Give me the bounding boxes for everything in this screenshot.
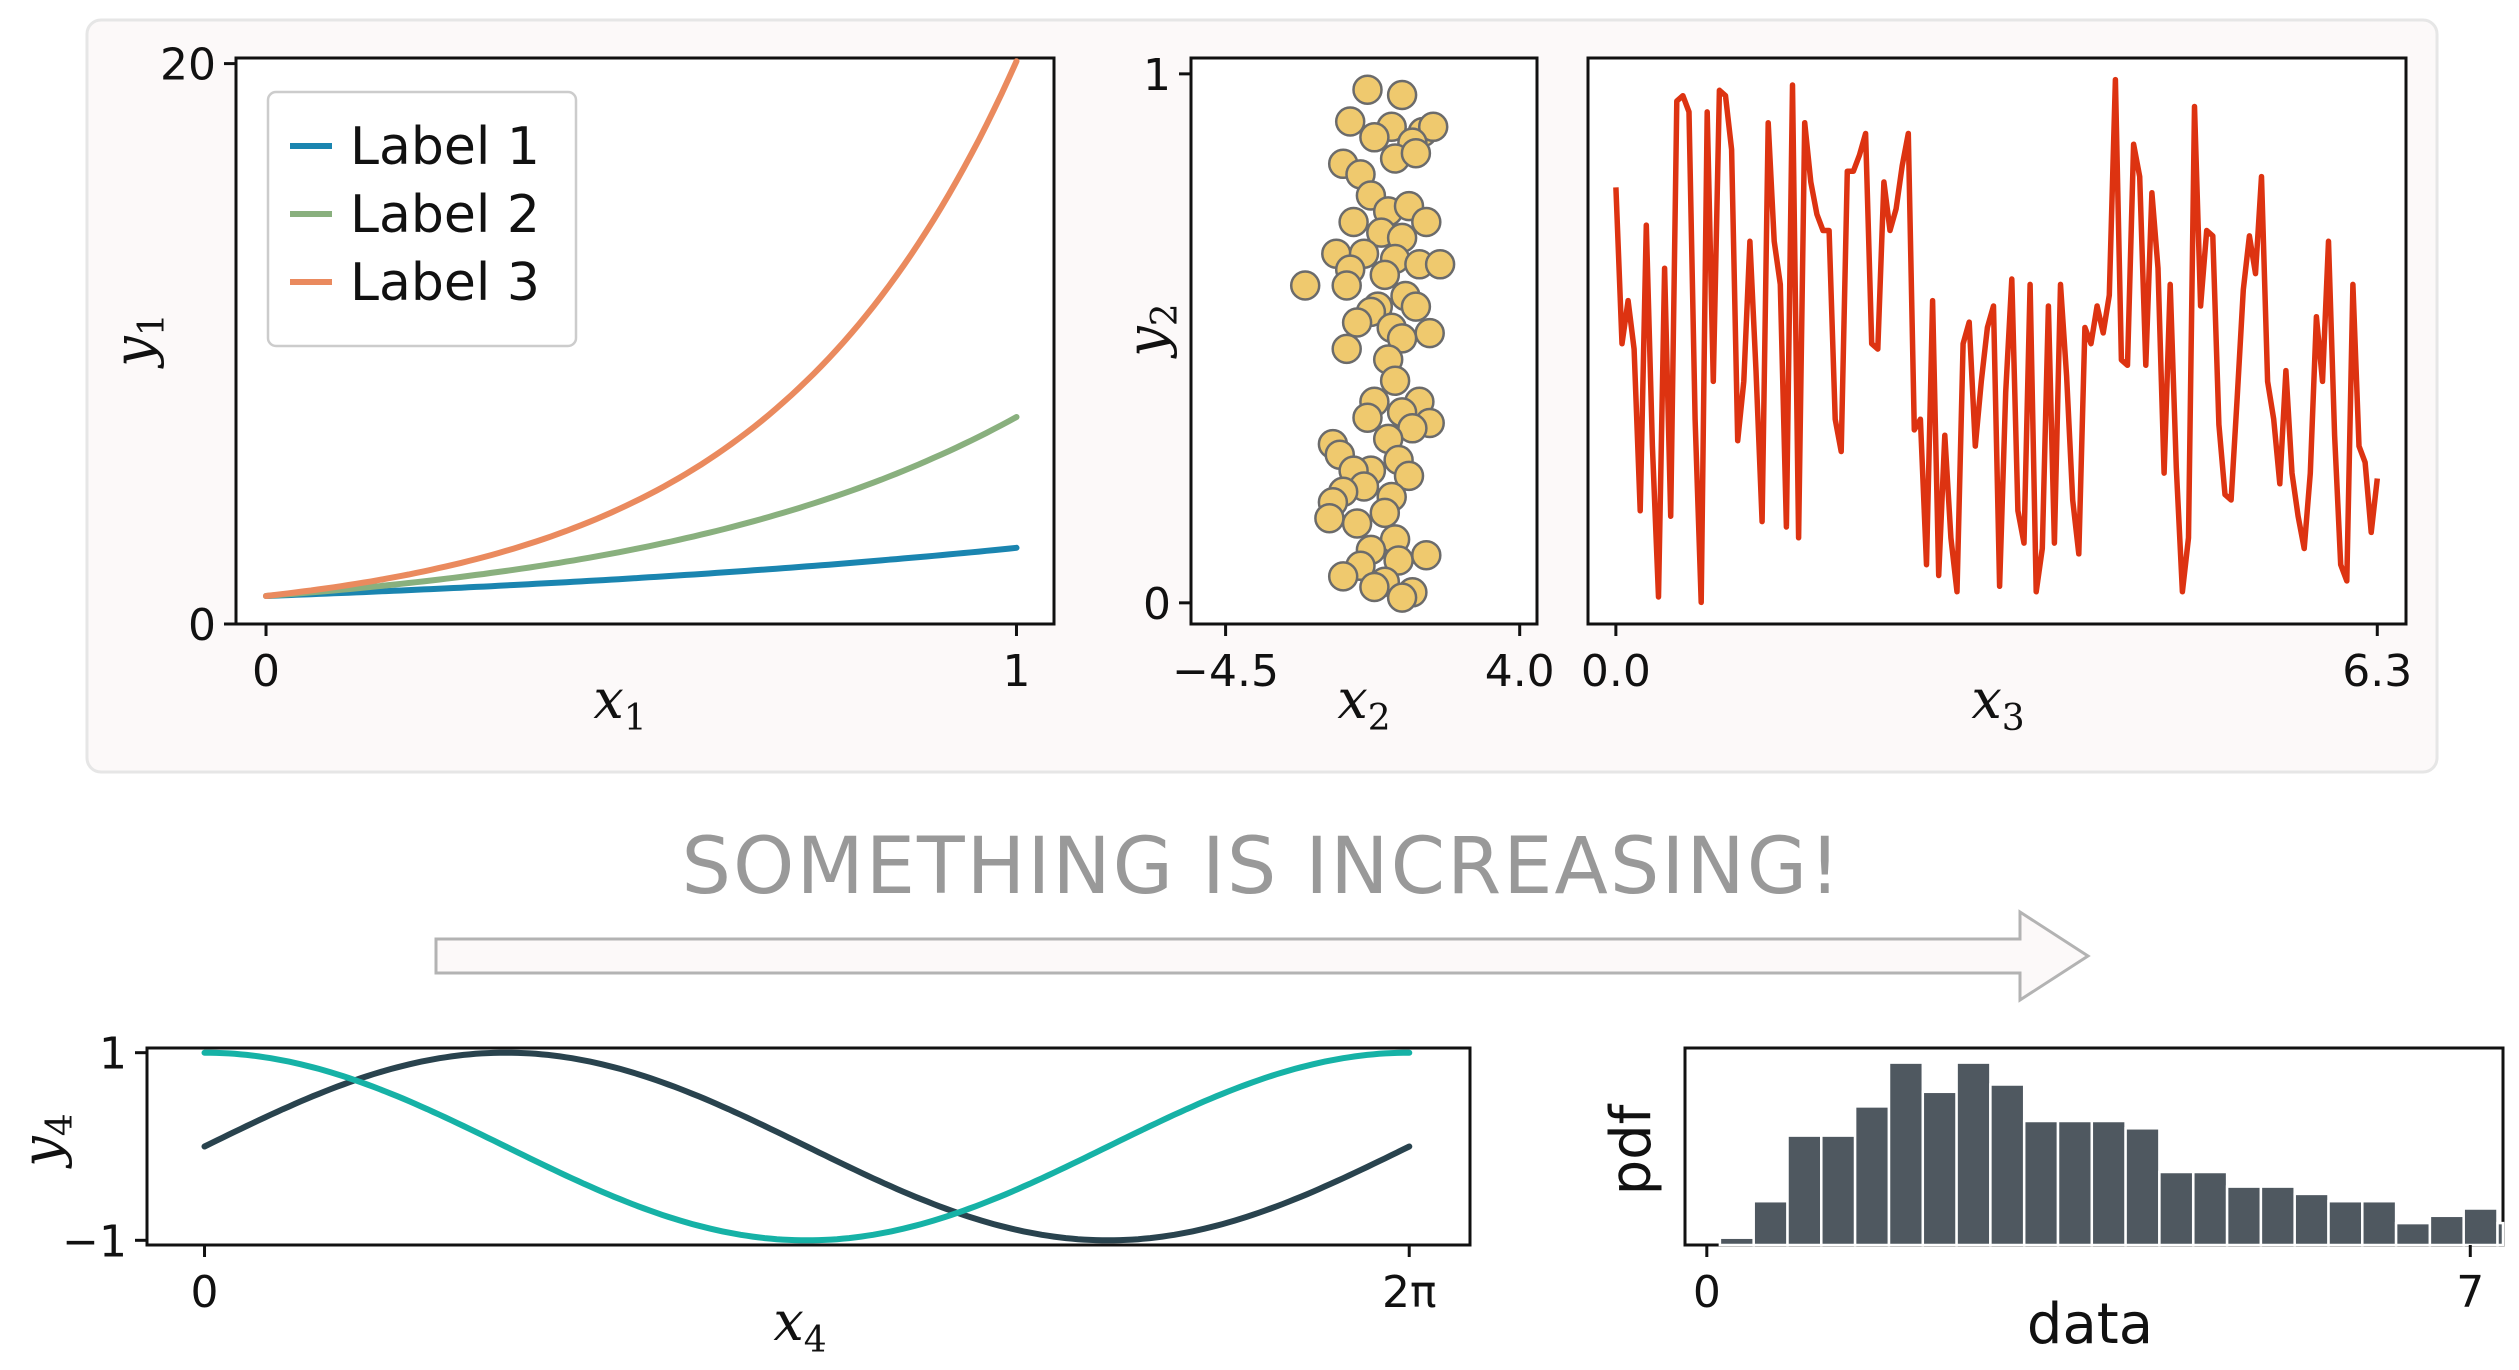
noise-line-chart: 0.0 6.3 x3	[1581, 56, 2412, 739]
scatter-x-axis-label: x2	[1337, 668, 1390, 739]
scatter-x-tick-label: −4.5	[1172, 646, 1279, 697]
scatter-point	[1379, 365, 1411, 396]
hist-bar	[2496, 1221, 2505, 1247]
scatter-point	[1369, 259, 1401, 291]
hist-bar	[2022, 1119, 2060, 1247]
exp-y-axis-label: y1	[102, 313, 173, 368]
trig-y-tick-label: −1	[62, 1216, 127, 1267]
scatter-point	[1341, 508, 1373, 539]
trig-y-axis-label: y4	[10, 1113, 81, 1168]
exp-series-line	[263, 414, 1020, 599]
legend-label: Label 3	[350, 253, 540, 313]
scatter-y-axis-label: y2	[1115, 303, 1186, 358]
scatter-point	[1393, 460, 1425, 492]
hist-x-tick-label: 7	[2456, 1267, 2484, 1318]
hist-bar	[1786, 1134, 1823, 1247]
scatter-point	[1386, 79, 1418, 111]
scatter-y-tick-label: 1	[1143, 50, 1171, 101]
scatter-point	[1352, 74, 1383, 105]
exp-x-axis-label: x1	[593, 668, 646, 739]
hist-bar	[2192, 1170, 2229, 1247]
scatter-point	[1359, 571, 1390, 603]
scatter-point	[1331, 333, 1362, 365]
trig-y-tick-label: 1	[99, 1029, 127, 1080]
hist-bar	[1955, 1061, 1992, 1247]
scatter-point	[1331, 270, 1362, 301]
scatter-point	[1414, 317, 1445, 349]
scatter-point	[1411, 206, 1442, 238]
trig-x-tick-label: 2π	[1382, 1267, 1436, 1318]
scatter-point	[1400, 137, 1432, 169]
hist-bar	[1752, 1199, 1789, 1247]
scatter-point	[1386, 582, 1418, 613]
hist-x-tick-label: 0	[1693, 1267, 1721, 1318]
noise-x-tick-label: 6.3	[2342, 646, 2412, 697]
scatter-point	[1352, 402, 1383, 433]
scatter-point	[1400, 291, 1432, 322]
hist-bar	[1718, 1236, 1755, 1247]
exp-series-line	[263, 544, 1020, 599]
hist-bar	[1820, 1134, 1857, 1247]
scatter-point	[1369, 497, 1401, 529]
hist-bar	[2259, 1185, 2296, 1247]
hist-bar	[2124, 1127, 2161, 1247]
scatter-point	[1327, 561, 1359, 592]
hist-bar	[2225, 1185, 2263, 1247]
hist-bar	[2056, 1119, 2094, 1247]
banner-title: SOMETHING IS INCREASING!	[682, 822, 1843, 912]
scatter-point	[1359, 122, 1390, 153]
noise-series-line	[1613, 76, 2381, 606]
trig-x-axis-label: x4	[773, 1290, 826, 1361]
hist-bar	[1921, 1090, 1958, 1247]
hist-bar	[1887, 1061, 1925, 1247]
scatter-x-tick-label: 4.0	[1485, 646, 1555, 697]
hist-x-axis-label: data	[2027, 1292, 2153, 1357]
noise-x-tick-label: 0.0	[1581, 646, 1651, 697]
hist-bar	[2293, 1192, 2330, 1247]
trig-x-tick-label: 0	[191, 1267, 219, 1318]
scatter-point	[1341, 307, 1373, 338]
hist-bar	[2090, 1119, 2127, 1247]
hist-bar	[2158, 1170, 2195, 1247]
scatter-point	[1424, 249, 1456, 280]
trig-sin-line	[201, 1049, 1413, 1244]
histogram-chart: 0 7 data pdf	[1599, 1046, 2505, 1357]
exp-y-tick-label: 0	[188, 600, 216, 651]
hist-bar	[2428, 1214, 2465, 1247]
scatter-point	[1411, 539, 1442, 571]
exp-series-line	[263, 58, 1020, 599]
exp-legend: Label 1 Label 2 Label 3	[266, 90, 578, 348]
hist-bar	[1989, 1083, 2026, 1247]
scatter-point	[1334, 106, 1366, 137]
legend-label: Label 1	[350, 117, 540, 177]
scatter-point	[1338, 206, 1369, 238]
scatter-point	[1314, 502, 1345, 534]
exp-x-tick-label: 1	[1002, 646, 1030, 697]
scatter-point	[1417, 111, 1449, 143]
scatter-point	[1386, 323, 1418, 354]
hist-bar	[2462, 1207, 2499, 1247]
trig-chart: 0 2π −1 1 x4 y4	[10, 1029, 1472, 1361]
hist-y-axis-label: pdf	[1599, 1103, 1664, 1195]
legend-box	[266, 90, 578, 348]
scatter-point	[1289, 270, 1321, 301]
exp-y-tick-label: 20	[160, 40, 216, 91]
hist-bar	[2361, 1199, 2398, 1247]
hist-bar	[2394, 1221, 2432, 1247]
scatter-y-tick-label: 0	[1143, 579, 1171, 630]
trig-cos-line	[201, 1049, 1413, 1244]
exp-x-tick-label: 0	[252, 646, 280, 697]
right-arrow-icon	[434, 909, 2091, 1003]
legend-label: Label 2	[350, 185, 540, 245]
hist-bar	[1853, 1105, 1891, 1247]
hist-bar	[2327, 1199, 2364, 1247]
noise-x-axis-label: x3	[1971, 668, 2024, 739]
scatter-chart: −4.5 4.0 0 1 x2 y2	[1115, 50, 1555, 739]
